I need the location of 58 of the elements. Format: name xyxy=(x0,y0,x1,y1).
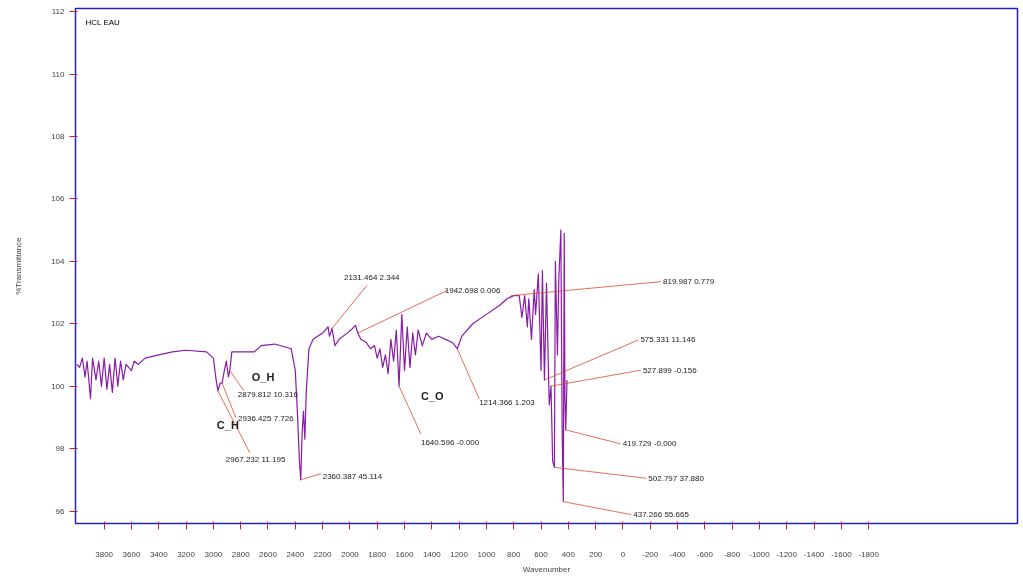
x-tick-label: 1200 xyxy=(450,549,469,559)
annotation: 1214.366 1.203 xyxy=(479,398,536,408)
x-tick-label: 0 xyxy=(620,549,626,559)
x-tick-label: -200 xyxy=(642,549,659,559)
x-tick-label: -600 xyxy=(696,549,714,559)
annotation: C_H xyxy=(216,418,239,431)
x-tick-label: 600 xyxy=(534,549,549,559)
y-tick-label: 110 xyxy=(51,69,66,79)
annotation: 527.899 -0.156 xyxy=(642,365,698,375)
x-tick-label: 2000 xyxy=(341,549,360,559)
x-tick-label: -1400 xyxy=(803,549,825,559)
x-tick-label: -1800 xyxy=(858,549,880,559)
x-tick-label: 1400 xyxy=(422,549,442,559)
x-tick-label: -400 xyxy=(669,549,687,559)
x-tick-label: 1000 xyxy=(477,549,496,559)
annotation: 437.266 55.665 xyxy=(633,510,690,520)
x-tick-label: -1000 xyxy=(749,549,771,559)
annotation: 1942.698 0.006 xyxy=(444,285,501,295)
x-tick-label: 3200 xyxy=(177,549,196,559)
line-series xyxy=(76,229,568,503)
annotation: 2967.232 11.195 xyxy=(225,455,286,465)
x-tick-label: 1600 xyxy=(395,549,414,559)
annotation: 1640.596 -0.000 xyxy=(420,437,480,447)
y-tick-label: 108 xyxy=(51,131,66,141)
annotation: O_H xyxy=(251,370,275,383)
x-tick-label: -1600 xyxy=(831,549,853,559)
x-tick-label: 200 xyxy=(588,549,603,559)
annotation: 419.729 -0.000 xyxy=(622,439,678,449)
x-tick-label: 1800 xyxy=(368,549,387,559)
x-tick-label: 2800 xyxy=(231,549,251,559)
annotation: 2360.387 45.114 xyxy=(322,472,383,482)
text: HCL EAU xyxy=(85,17,121,27)
x-tick-label: 2200 xyxy=(313,549,333,559)
annotation: C_O xyxy=(420,390,445,403)
annotation: 2131.464 2.344 xyxy=(343,272,401,282)
annotation: 2936.425 7.726 xyxy=(238,413,295,423)
annotation: 502.797 37.880 xyxy=(648,473,705,483)
y-tick-label: 102 xyxy=(51,319,66,329)
y-tick-label: 104 xyxy=(51,256,66,266)
y-tick-label: 98 xyxy=(55,444,66,454)
annotation: 575.331 11.146 xyxy=(640,335,696,345)
x-tick-label: 3800 xyxy=(95,549,114,559)
x-axis-title: Wavenumber xyxy=(522,564,571,574)
x-tick-label: 2600 xyxy=(259,549,278,559)
annotation: 819.987 0.779 xyxy=(663,277,715,287)
x-tick-label: -800 xyxy=(724,549,741,559)
x-tick-label: 800 xyxy=(507,549,521,559)
y-tick-label: 106 xyxy=(51,194,66,204)
y-tick-label: 112 xyxy=(51,7,66,17)
x-tick-label: 3600 xyxy=(122,549,141,559)
y-tick-label: 100 xyxy=(51,381,66,391)
x-tick-label: 3400 xyxy=(149,549,169,559)
x-tick-label: 400 xyxy=(561,549,576,559)
x-tick-label: 2400 xyxy=(286,549,305,559)
y-axis-title: %Transmittance xyxy=(14,236,24,295)
x-tick-label: -1200 xyxy=(776,549,798,559)
y-tick-label: 96 xyxy=(55,506,66,516)
x-tick-label: 3000 xyxy=(204,549,223,559)
